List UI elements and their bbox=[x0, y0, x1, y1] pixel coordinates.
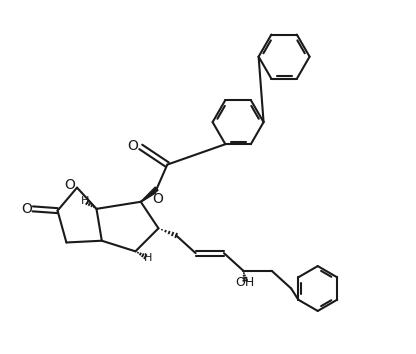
Polygon shape bbox=[141, 187, 158, 202]
Text: O: O bbox=[128, 139, 139, 153]
Text: O: O bbox=[21, 202, 32, 216]
Text: O: O bbox=[152, 192, 163, 206]
Text: O: O bbox=[64, 178, 75, 192]
Text: H: H bbox=[144, 253, 152, 263]
Text: H: H bbox=[81, 196, 89, 206]
Text: OH: OH bbox=[235, 276, 255, 289]
